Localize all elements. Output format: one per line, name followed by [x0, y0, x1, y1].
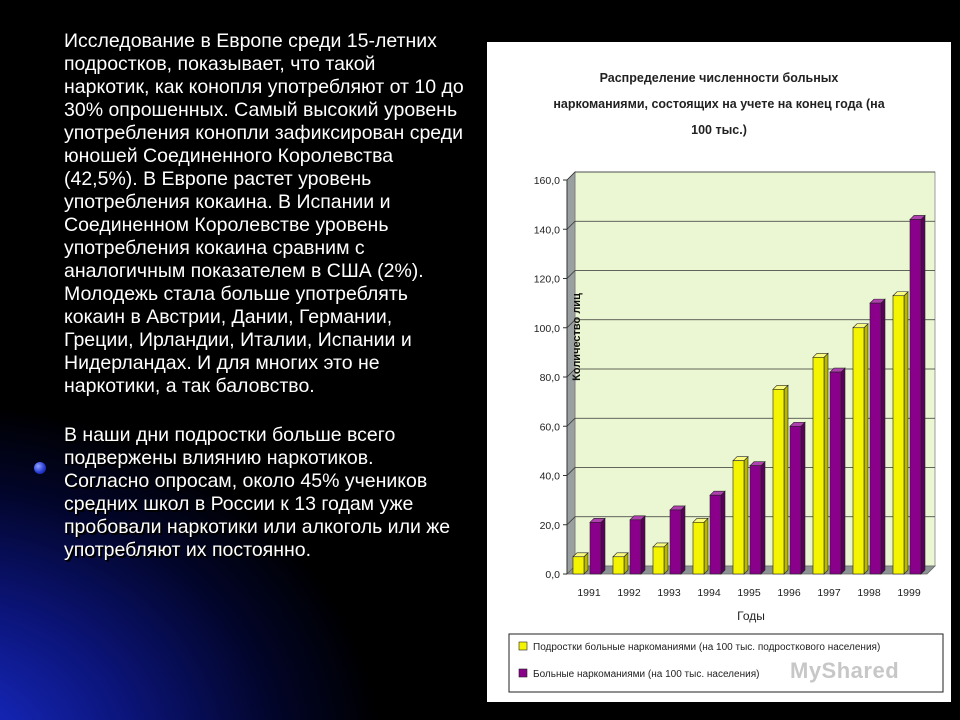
y-tick-label: 120,0 — [534, 274, 560, 286]
bar-side — [680, 505, 686, 575]
gridline-diagonal — [566, 467, 576, 476]
legend-swatch — [518, 641, 528, 651]
gridline-diagonal — [566, 220, 576, 230]
bar-side — [760, 460, 766, 575]
y-tick-label: 160,0 — [534, 175, 560, 187]
x-axis-label: Годы — [737, 609, 765, 623]
legend-label: Больные наркоманиями (на 100 тыс. населе… — [533, 669, 759, 680]
legend-box — [508, 633, 944, 693]
bar-side — [863, 323, 869, 575]
gridline-diagonal — [566, 516, 576, 526]
y-tick-label: 0,0 — [545, 569, 560, 581]
x-tick-label: 1994 — [697, 587, 721, 599]
gridline-diagonal — [566, 270, 576, 279]
y-tick-label: 100,0 — [534, 323, 560, 335]
bar — [692, 521, 705, 575]
bar — [789, 425, 802, 575]
bar — [669, 509, 682, 575]
bar — [812, 356, 825, 575]
bar — [852, 327, 865, 575]
paragraph-1: Исследование в Европе среди 15-летних по… — [64, 30, 464, 397]
bar — [572, 556, 585, 575]
bar — [909, 219, 922, 575]
bar — [829, 371, 842, 575]
bar-side — [720, 490, 726, 575]
legend: Подростки больные наркоманиями (на 100 т… — [508, 633, 944, 693]
bar-side — [903, 291, 909, 575]
bar — [709, 494, 722, 575]
chart-image: Распределение численности больных нарком… — [487, 42, 951, 702]
x-tick-label: 1992 — [617, 587, 641, 599]
bullet-icon — [34, 462, 46, 474]
slide-text: Исследование в Европе среди 15-летних по… — [64, 30, 464, 588]
x-tick-label: 1996 — [777, 587, 801, 599]
bar-side — [800, 421, 806, 575]
x-tick-label: 1998 — [857, 587, 881, 599]
bar-side — [600, 517, 606, 575]
chart-title-line-3: 100 тыс.) — [691, 123, 747, 137]
x-tick-label: 1993 — [657, 587, 681, 599]
chart-title-line-2: наркоманиями, состоящих на учете на коне… — [553, 97, 885, 111]
bar — [892, 295, 905, 575]
legend-swatch — [518, 668, 528, 678]
x-tick-label: 1995 — [737, 587, 761, 599]
y-tick-label: 140,0 — [534, 224, 560, 236]
bar-side — [840, 367, 846, 575]
legend-label: Подростки больные наркоманиями (на 100 т… — [533, 641, 880, 653]
bar-side — [743, 456, 749, 575]
gridline-diagonal — [566, 171, 576, 181]
x-tick-label: 1997 — [817, 587, 841, 599]
gridline-diagonal — [566, 417, 576, 427]
bar-side — [640, 515, 646, 575]
bar-side — [880, 298, 886, 575]
bar-side — [663, 542, 669, 575]
bar — [749, 465, 762, 575]
y-tick-label: 40,0 — [540, 471, 561, 483]
x-tick-label: 1991 — [577, 587, 601, 599]
y-tick-label: 60,0 — [540, 421, 561, 433]
chart-svg: Распределение численности больных нарком… — [508, 71, 944, 693]
bars — [572, 214, 926, 575]
bar-side — [920, 214, 926, 575]
y-axis-label: Количество лиц — [571, 293, 583, 381]
bar — [869, 302, 882, 575]
bar-side — [823, 352, 829, 575]
chart-title: Распределение численности больных нарком… — [553, 71, 885, 137]
gridline-diagonal — [566, 319, 576, 329]
bar-side — [703, 517, 709, 575]
bar — [772, 389, 785, 575]
bar — [629, 519, 642, 575]
bar — [732, 460, 745, 575]
tick-labels: 0,0 20,0 40,0 60,0 80,0 100,0 120,0 140,0 160,0 1… — [534, 175, 921, 599]
gridline-diagonal — [566, 368, 576, 378]
bar — [652, 546, 665, 575]
y-tick-label: 20,0 — [540, 520, 561, 532]
bar — [612, 556, 625, 575]
bar-side — [783, 384, 789, 575]
chart-title-line-1: Распределение численности больных — [600, 71, 839, 85]
y-tick-label: 80,0 — [540, 372, 561, 384]
watermark-text: MyShared — [790, 658, 900, 683]
paragraph-2: В наши дни подростки больше всего подвер… — [64, 424, 456, 561]
bar — [589, 521, 602, 575]
x-tick-label: 1999 — [897, 587, 921, 599]
